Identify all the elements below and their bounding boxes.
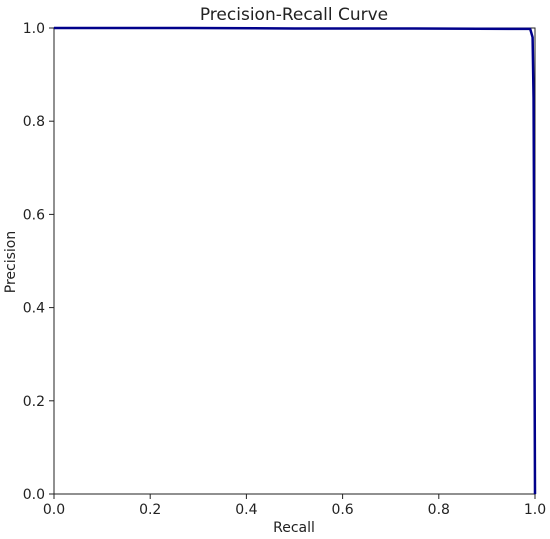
- data-point: [533, 213, 535, 216]
- y-tick-label: 0.6: [23, 207, 45, 223]
- x-tick-label: 1.0: [524, 502, 546, 518]
- x-tick-label: 0.8: [428, 502, 450, 518]
- data-point: [293, 27, 296, 30]
- data-point: [187, 27, 190, 29]
- data-point: [413, 27, 416, 30]
- y-tick-label: 0.8: [23, 114, 45, 130]
- y-tick-label: 0.2: [23, 394, 45, 410]
- plot-area: 0.0 0.2 0.4 0.6 0.8 1.0 0.0 0.2 0.4 0.6 0.8 1.0: [23, 21, 546, 518]
- chart-title: Precision-Recall Curve: [200, 5, 388, 25]
- data-point: [533, 353, 536, 356]
- x-tick-label: 0.6: [331, 502, 353, 518]
- x-tick-label: 0.4: [235, 502, 257, 518]
- x-axis-label: Recall: [273, 520, 315, 536]
- data-point: [531, 36, 534, 39]
- x-axis-ticks: 0.0 0.2 0.4 0.6 0.8 1.0: [43, 494, 546, 518]
- y-tick-label: 0.4: [23, 301, 45, 317]
- series-line-0: [54, 26, 537, 495]
- plot-frame: [53, 27, 536, 495]
- x-tick-label: 0.0: [43, 502, 65, 518]
- y-tick-label: 1.0: [23, 21, 45, 37]
- data-point: [532, 97, 535, 99]
- y-tick-label: 0.0: [23, 487, 45, 503]
- y-axis-label: Precision: [3, 231, 19, 293]
- x-tick-label: 0.2: [139, 502, 161, 518]
- data-point: [529, 28, 531, 30]
- y-axis-ticks: 0.0 0.2 0.4 0.6 0.8 1.0: [23, 21, 54, 503]
